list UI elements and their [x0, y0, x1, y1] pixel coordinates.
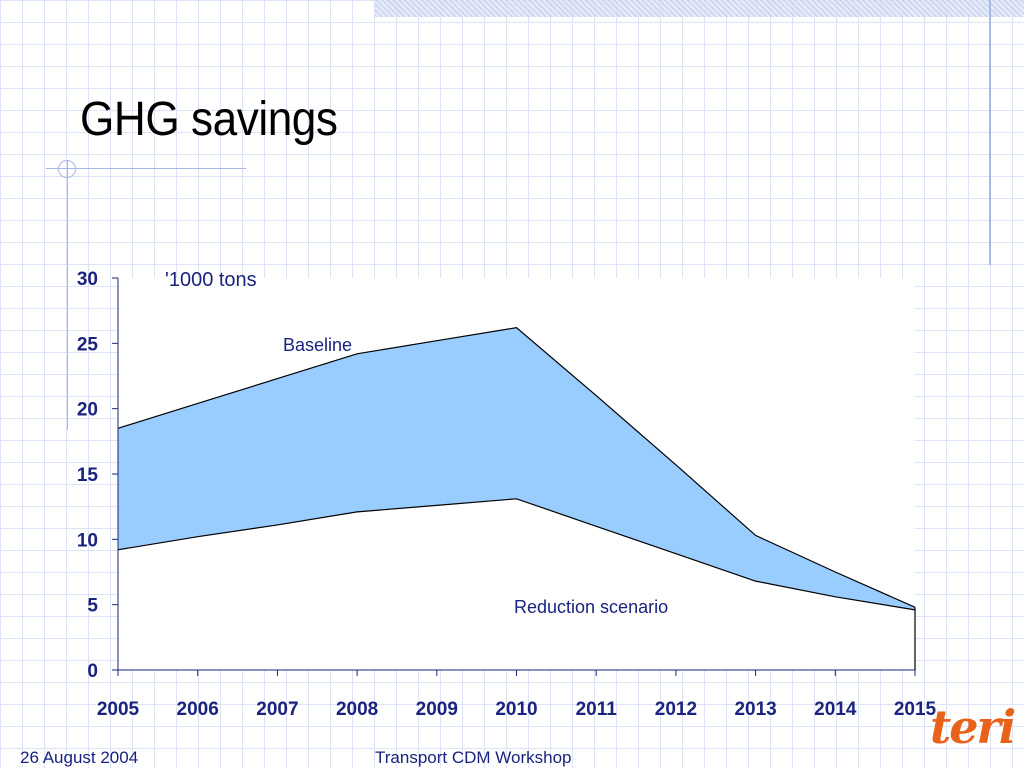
x-tick-label: 2010 — [495, 699, 537, 720]
y-axis-unit-label: '1000 tons — [165, 269, 257, 291]
x-tick-label: 2007 — [256, 699, 298, 720]
reduction-series-line — [117, 498, 916, 611]
savings-band — [118, 327, 915, 610]
x-tick-label: 2014 — [814, 699, 857, 720]
y-tick-label: 30 — [77, 269, 98, 290]
x-tick-label: 2008 — [336, 699, 378, 720]
teri-logo: teri — [930, 700, 1016, 754]
x-tick-label: 2006 — [177, 699, 219, 720]
reduction-scenario-annotation: Reduction scenario — [514, 597, 668, 617]
y-tick-label: 20 — [77, 400, 98, 421]
x-tick-label: 2005 — [97, 699, 140, 720]
x-tick-label: 2009 — [416, 699, 458, 720]
title-underline-ornament — [46, 168, 246, 169]
x-tick-label: 2011 — [576, 699, 618, 720]
x-tick-label: 2012 — [655, 699, 697, 720]
y-tick-label: 25 — [77, 334, 99, 355]
y-tick-label: 0 — [87, 661, 98, 682]
y-tick-label: 5 — [87, 596, 98, 617]
baseline-annotation: Baseline — [283, 335, 352, 355]
baseline-series-line — [117, 327, 916, 608]
footer-date: 26 August 2004 — [20, 748, 139, 767]
circle-ornament — [58, 160, 76, 178]
y-tick-label: 10 — [77, 530, 98, 551]
y-tick-label: 15 — [77, 465, 99, 486]
x-tick-label: 2013 — [734, 699, 776, 720]
vertical-ornament-line — [67, 160, 68, 430]
top-decorative-stripe — [375, 0, 1024, 17]
slide-title: GHG savings — [80, 93, 338, 146]
right-decorative-line — [989, 0, 991, 265]
footer-title: Transport CDM Workshop — [375, 748, 572, 767]
x-tick-label: 2015 — [894, 699, 937, 720]
